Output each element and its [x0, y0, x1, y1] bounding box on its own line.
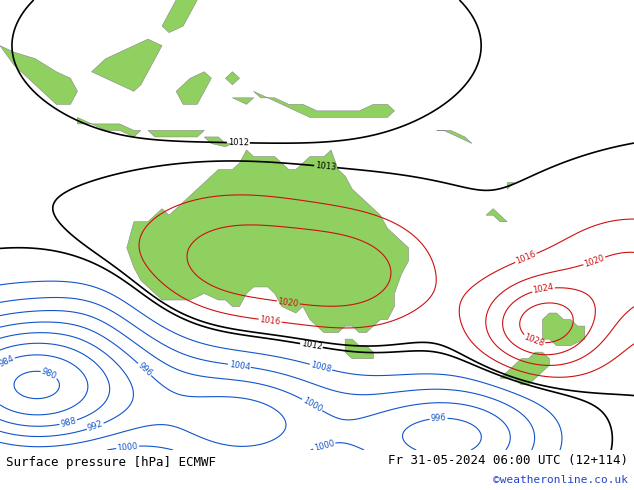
Text: 988: 988 — [60, 416, 77, 429]
Text: 1020: 1020 — [583, 253, 605, 269]
Polygon shape — [500, 352, 550, 385]
Polygon shape — [543, 313, 585, 345]
Text: 1016: 1016 — [514, 249, 538, 266]
Polygon shape — [162, 0, 197, 33]
Text: 992: 992 — [86, 419, 104, 433]
Text: Fr 31-05-2024 06:00 UTC (12+114): Fr 31-05-2024 06:00 UTC (12+114) — [387, 454, 628, 466]
Polygon shape — [226, 72, 240, 85]
Polygon shape — [233, 98, 254, 104]
Text: 1016: 1016 — [259, 315, 281, 326]
Polygon shape — [254, 91, 394, 118]
Polygon shape — [0, 46, 77, 104]
Text: 1012: 1012 — [301, 339, 323, 352]
Text: 1000: 1000 — [301, 396, 323, 414]
Polygon shape — [345, 339, 373, 359]
Polygon shape — [148, 130, 204, 137]
Polygon shape — [91, 39, 162, 91]
Text: 1012: 1012 — [228, 138, 249, 147]
Text: 1024: 1024 — [533, 283, 555, 295]
Text: 984: 984 — [0, 354, 16, 368]
Polygon shape — [507, 183, 514, 189]
Text: ©weatheronline.co.uk: ©weatheronline.co.uk — [493, 475, 628, 485]
Text: 1013: 1013 — [315, 161, 337, 172]
Text: 1020: 1020 — [277, 296, 299, 308]
Text: 1004: 1004 — [228, 360, 250, 371]
Polygon shape — [77, 118, 141, 137]
Polygon shape — [127, 150, 408, 333]
Text: 1000: 1000 — [313, 439, 335, 453]
Text: 996: 996 — [430, 414, 447, 423]
Text: 996: 996 — [136, 361, 153, 378]
Polygon shape — [437, 130, 472, 144]
Text: 1000: 1000 — [117, 441, 138, 453]
Polygon shape — [176, 72, 211, 104]
Text: Surface pressure [hPa] ECMWF: Surface pressure [hPa] ECMWF — [6, 456, 216, 468]
Text: 980: 980 — [40, 367, 58, 381]
Text: 1028: 1028 — [522, 333, 545, 349]
Text: 1008: 1008 — [309, 360, 332, 374]
Polygon shape — [486, 209, 507, 222]
Polygon shape — [204, 137, 233, 147]
